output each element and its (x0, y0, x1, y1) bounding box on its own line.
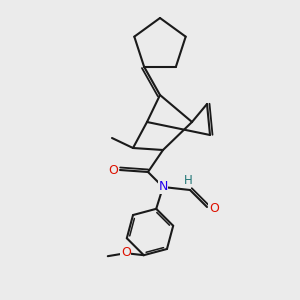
Text: O: O (121, 246, 131, 259)
Text: N: N (158, 181, 168, 194)
Text: O: O (209, 202, 219, 214)
Text: H: H (184, 173, 192, 187)
Text: O: O (108, 164, 118, 176)
